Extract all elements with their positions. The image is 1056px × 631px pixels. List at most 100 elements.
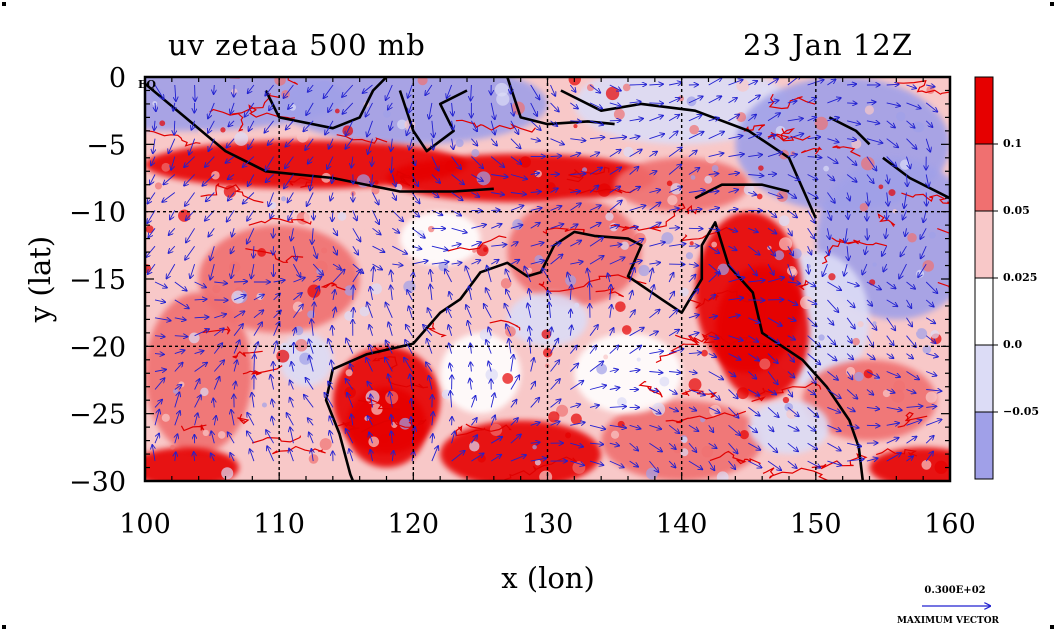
colorbar-label: 0.05 bbox=[1003, 204, 1030, 217]
vorticity-speckle bbox=[736, 78, 750, 92]
wind-vector bbox=[151, 156, 156, 166]
wind-vector bbox=[173, 102, 175, 111]
wind-vector bbox=[926, 174, 929, 187]
wind-vector bbox=[405, 340, 413, 354]
wind-vector bbox=[787, 77, 801, 86]
wind-vector bbox=[388, 322, 393, 336]
wind-vector bbox=[900, 245, 907, 256]
wind-vector bbox=[767, 245, 775, 256]
wind-vector bbox=[630, 291, 633, 301]
wind-vector bbox=[312, 277, 321, 283]
wind-vector bbox=[649, 84, 663, 85]
vorticity-speckle bbox=[289, 103, 296, 111]
wind-vector bbox=[184, 156, 195, 168]
vorticity-speckle bbox=[542, 348, 553, 358]
wind-vector bbox=[728, 277, 745, 283]
wind-vector bbox=[148, 263, 156, 274]
wind-vector bbox=[728, 442, 738, 453]
wind-vector bbox=[490, 415, 495, 426]
wind-vector bbox=[431, 192, 439, 198]
wind-vector bbox=[570, 121, 581, 122]
vorticity-speckle bbox=[565, 432, 572, 439]
wind-vector bbox=[787, 154, 797, 156]
vorticity-contour bbox=[709, 450, 761, 465]
vorticity-speckle bbox=[623, 146, 634, 158]
vorticity-contour bbox=[320, 282, 346, 291]
wind-vector bbox=[728, 263, 739, 275]
wind-vector bbox=[174, 350, 185, 353]
wind-vector bbox=[167, 263, 176, 278]
wind-vector bbox=[866, 353, 875, 360]
vorticity-contour bbox=[538, 274, 647, 292]
wind-vector bbox=[807, 98, 817, 104]
wind-vector bbox=[452, 138, 454, 150]
wind-vector bbox=[589, 460, 603, 465]
wind-vector bbox=[668, 424, 679, 433]
wind-vector bbox=[268, 138, 274, 145]
vorticity-speckle bbox=[750, 424, 759, 433]
wind-vector bbox=[431, 446, 438, 462]
wind-vector bbox=[407, 290, 413, 301]
wind-vector bbox=[530, 208, 542, 211]
wind-vector bbox=[234, 382, 236, 390]
wind-vector bbox=[587, 269, 590, 283]
vorticity-speckle bbox=[758, 165, 764, 171]
wind-vector bbox=[206, 192, 215, 202]
wind-vector bbox=[907, 174, 908, 187]
wind-vector bbox=[570, 404, 580, 407]
wind-vector bbox=[846, 281, 859, 286]
wind-vector bbox=[147, 210, 156, 223]
wind-vector bbox=[688, 264, 698, 266]
wind-vector bbox=[668, 98, 680, 104]
wind-vector bbox=[648, 285, 654, 301]
wind-vector bbox=[530, 192, 541, 193]
vorticity-speckle bbox=[359, 306, 370, 317]
vorticity-speckle bbox=[659, 376, 670, 387]
wind-vector bbox=[451, 451, 465, 462]
wind-vector bbox=[466, 305, 472, 318]
colorbar-swatch bbox=[974, 411, 994, 480]
vorticity-speckle bbox=[306, 388, 320, 402]
wind-vector bbox=[807, 460, 821, 468]
wind-vector bbox=[748, 407, 759, 415]
wind-vector bbox=[589, 84, 600, 93]
wind-vector bbox=[827, 98, 840, 104]
wind-vector bbox=[530, 84, 540, 99]
y-tick-label: −25 bbox=[69, 400, 126, 431]
wind-vector bbox=[649, 331, 658, 337]
wind-vector bbox=[468, 321, 472, 336]
wind-vector bbox=[886, 453, 901, 462]
wind-vector bbox=[570, 241, 581, 247]
wind-vector bbox=[728, 115, 740, 122]
vorticity-speckle bbox=[761, 86, 768, 92]
wind-vector bbox=[807, 210, 815, 222]
wind-vector bbox=[423, 325, 433, 336]
vorticity-speckle bbox=[570, 413, 582, 425]
wind-vector bbox=[287, 413, 294, 426]
wind-vector bbox=[827, 424, 840, 431]
vorticity-speckle bbox=[519, 156, 532, 168]
vorticity-region bbox=[145, 292, 253, 455]
wind-vector bbox=[708, 425, 714, 432]
wind-vector bbox=[550, 120, 558, 126]
vorticity-speckle bbox=[872, 262, 877, 267]
wind-vector bbox=[210, 263, 215, 280]
wind-vector bbox=[609, 244, 622, 246]
wind-vector bbox=[266, 174, 274, 183]
vorticity-speckle bbox=[161, 162, 171, 172]
wind-vector bbox=[313, 302, 314, 318]
wind-vector bbox=[490, 455, 501, 462]
x-tick-labels: 100 110 120 130 140 150 160 bbox=[119, 509, 976, 540]
vorticity-speckle bbox=[814, 116, 828, 131]
wind-vector bbox=[392, 192, 396, 201]
wind-vector bbox=[370, 287, 372, 300]
wind-vector bbox=[629, 425, 641, 428]
wind-vector bbox=[827, 299, 838, 312]
wind-vector bbox=[886, 423, 899, 425]
vorticity-speckle bbox=[636, 306, 651, 320]
wind-vector bbox=[748, 193, 756, 195]
wind-vector bbox=[886, 371, 900, 378]
wind-vector bbox=[208, 120, 215, 133]
wind-vector bbox=[332, 246, 337, 255]
